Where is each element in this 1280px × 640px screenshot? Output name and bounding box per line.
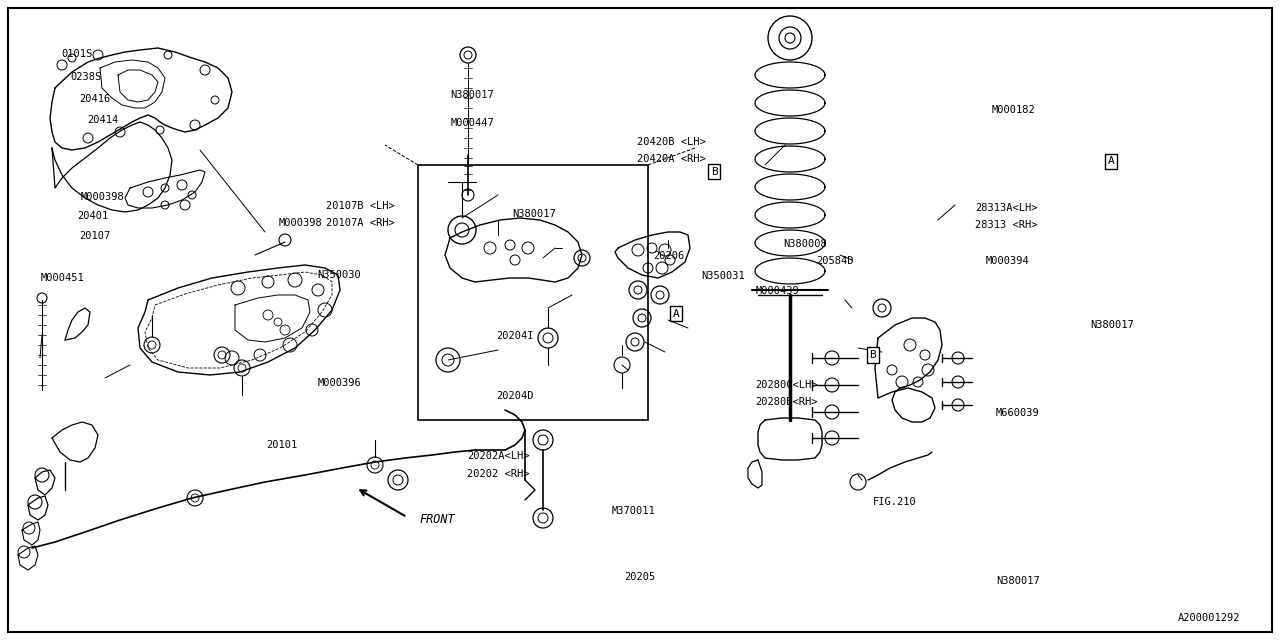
Text: M000182: M000182 <box>992 105 1036 115</box>
Text: B: B <box>710 166 718 177</box>
Text: M000398: M000398 <box>279 218 323 228</box>
Text: M000398: M000398 <box>81 192 124 202</box>
Text: 20204D: 20204D <box>497 390 534 401</box>
Text: M370011: M370011 <box>612 506 655 516</box>
Text: M000394: M000394 <box>986 256 1029 266</box>
Text: M000396: M000396 <box>317 378 361 388</box>
Text: M660039: M660039 <box>996 408 1039 418</box>
Text: 20280C<LH>: 20280C<LH> <box>755 380 818 390</box>
Text: A: A <box>672 308 680 319</box>
Text: 20202 <RH>: 20202 <RH> <box>467 468 530 479</box>
Text: 20202A<LH>: 20202A<LH> <box>467 451 530 461</box>
Text: N380017: N380017 <box>996 576 1039 586</box>
Text: A: A <box>1107 156 1115 166</box>
Text: A200001292: A200001292 <box>1178 613 1240 623</box>
Text: 20107: 20107 <box>79 230 110 241</box>
Text: N380017: N380017 <box>512 209 556 220</box>
Text: 20107B <LH>: 20107B <LH> <box>326 201 396 211</box>
Text: FIG.210: FIG.210 <box>873 497 916 508</box>
Text: 20420A <RH>: 20420A <RH> <box>637 154 707 164</box>
Text: 20420B <LH>: 20420B <LH> <box>637 137 707 147</box>
Text: 20206: 20206 <box>653 251 684 261</box>
Text: N350031: N350031 <box>701 271 745 282</box>
Bar <box>419 165 648 420</box>
Text: 20401: 20401 <box>77 211 108 221</box>
Text: N380017: N380017 <box>451 90 494 100</box>
Text: B: B <box>869 350 877 360</box>
Text: 28313A<LH>: 28313A<LH> <box>975 203 1038 213</box>
Text: M000439: M000439 <box>755 286 799 296</box>
Text: 28313 <RH>: 28313 <RH> <box>975 220 1038 230</box>
Text: M000447: M000447 <box>451 118 494 128</box>
Text: 0101S: 0101S <box>61 49 92 60</box>
Text: 20414: 20414 <box>87 115 118 125</box>
Text: 20205: 20205 <box>625 572 655 582</box>
Text: N350030: N350030 <box>317 270 361 280</box>
Text: 20204I: 20204I <box>497 331 534 341</box>
Text: 20584D: 20584D <box>817 256 854 266</box>
Text: N380017: N380017 <box>1091 320 1134 330</box>
Text: M000451: M000451 <box>41 273 84 284</box>
Text: 20101: 20101 <box>266 440 297 450</box>
Text: FRONT: FRONT <box>420 513 456 526</box>
Text: 0238S: 0238S <box>70 72 101 82</box>
Text: N380008: N380008 <box>783 239 827 250</box>
Text: 20107A <RH>: 20107A <RH> <box>326 218 396 228</box>
Text: 20416: 20416 <box>79 94 110 104</box>
Text: 20280B<RH>: 20280B<RH> <box>755 397 818 407</box>
